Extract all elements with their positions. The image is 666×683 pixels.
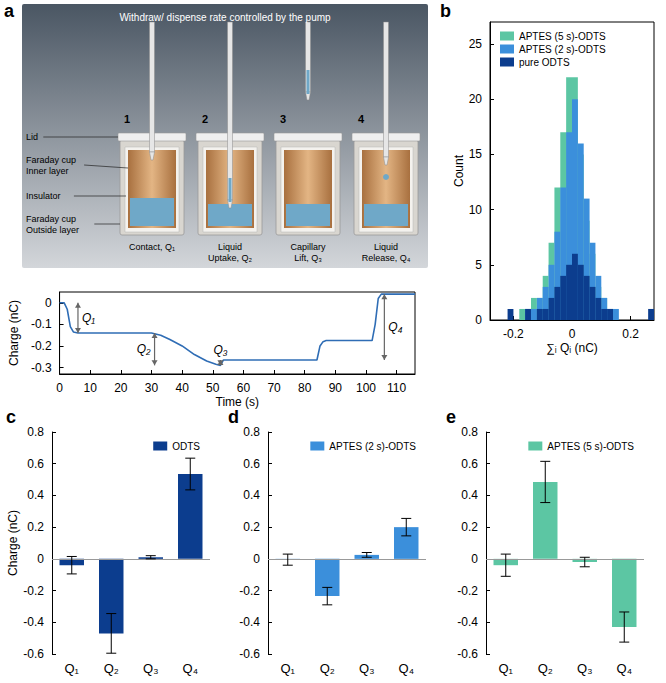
svg-text:Q₁: Q₁ <box>82 311 95 325</box>
svg-text:70: 70 <box>267 381 281 395</box>
svg-text:Liquid: Liquid <box>374 242 398 252</box>
svg-text:Q₃: Q₃ <box>213 343 227 357</box>
svg-text:0.2: 0.2 <box>243 520 260 534</box>
svg-text:-0.6: -0.6 <box>457 647 478 661</box>
svg-text:Charge (nC): Charge (nC) <box>7 300 21 366</box>
svg-text:0.6: 0.6 <box>461 457 478 471</box>
svg-text:80: 80 <box>298 381 312 395</box>
svg-text:15: 15 <box>469 147 483 161</box>
svg-text:APTES (2 s)-ODTS: APTES (2 s)-ODTS <box>329 441 416 452</box>
svg-text:Lid: Lid <box>26 132 38 142</box>
svg-text:100: 100 <box>356 381 376 395</box>
svg-text:Lift, Q₃: Lift, Q₃ <box>294 253 322 263</box>
svg-text:Q₄: Q₄ <box>617 661 632 676</box>
svg-text:4: 4 <box>358 113 365 125</box>
svg-text:-0.2: -0.2 <box>31 339 52 353</box>
svg-text:Withdraw/ dispense rate contro: Withdraw/ dispense rate controlled by th… <box>119 12 331 23</box>
svg-text:b: b <box>440 1 451 21</box>
svg-text:0: 0 <box>56 381 63 395</box>
svg-text:Q₁: Q₁ <box>65 661 80 676</box>
svg-text:Time (s): Time (s) <box>215 395 260 409</box>
svg-text:0.4: 0.4 <box>27 488 44 502</box>
svg-text:-0.4: -0.4 <box>239 615 260 629</box>
svg-text:Release, Q₄: Release, Q₄ <box>362 253 411 263</box>
svg-text:APTES (5 s)-ODTS: APTES (5 s)-ODTS <box>547 441 634 452</box>
svg-text:-0.2: -0.2 <box>503 327 524 341</box>
svg-text:110: 110 <box>387 381 406 395</box>
svg-text:0: 0 <box>569 327 576 341</box>
svg-text:0: 0 <box>471 552 478 566</box>
svg-text:c: c <box>6 407 16 427</box>
svg-text:e: e <box>446 407 456 427</box>
svg-text:0: 0 <box>253 552 260 566</box>
svg-text:50: 50 <box>206 381 220 395</box>
svg-text:20: 20 <box>114 381 128 395</box>
svg-text:Faraday cup: Faraday cup <box>26 214 76 224</box>
svg-text:90: 90 <box>329 381 343 395</box>
svg-text:0: 0 <box>45 296 52 310</box>
svg-text:3: 3 <box>280 113 286 125</box>
svg-text:Q₃: Q₃ <box>143 661 158 676</box>
svg-text:0.6: 0.6 <box>27 457 44 471</box>
svg-text:25: 25 <box>469 37 483 51</box>
svg-text:Q₂: Q₂ <box>104 661 119 676</box>
svg-text:Contact, Q₁: Contact, Q₁ <box>129 242 175 252</box>
svg-text:∑ᵢ Qᵢ (nC): ∑ᵢ Qᵢ (nC) <box>546 341 598 355</box>
svg-text:pure ODTS: pure ODTS <box>519 57 570 68</box>
svg-text:-0.3: -0.3 <box>31 361 52 375</box>
svg-text:Liquid: Liquid <box>218 242 242 252</box>
svg-text:0.2: 0.2 <box>461 520 478 534</box>
svg-text:Charge (nC): Charge (nC) <box>6 510 20 576</box>
svg-text:40: 40 <box>175 381 189 395</box>
svg-text:APTES (5 s)-ODTS: APTES (5 s)-ODTS <box>519 31 606 42</box>
svg-text:Inner layer: Inner layer <box>26 166 69 176</box>
svg-text:ODTS: ODTS <box>172 441 200 452</box>
svg-text:Faraday cup: Faraday cup <box>26 155 76 165</box>
svg-text:0.8: 0.8 <box>27 425 44 439</box>
svg-text:-0.6: -0.6 <box>239 647 260 661</box>
svg-text:10: 10 <box>469 203 483 217</box>
svg-text:30: 30 <box>145 381 159 395</box>
svg-text:0.8: 0.8 <box>243 425 260 439</box>
svg-text:-0.4: -0.4 <box>457 615 478 629</box>
svg-text:Q₃: Q₃ <box>577 661 592 676</box>
svg-text:-0.1: -0.1 <box>31 317 52 331</box>
svg-text:1: 1 <box>124 113 130 125</box>
svg-text:0.2: 0.2 <box>622 327 639 341</box>
svg-text:APTES (2 s)-ODTS: APTES (2 s)-ODTS <box>519 44 606 55</box>
svg-text:Q₂: Q₂ <box>538 661 553 676</box>
svg-text:20: 20 <box>469 92 483 106</box>
svg-text:-0.6: -0.6 <box>23 647 44 661</box>
svg-text:10: 10 <box>84 381 98 395</box>
svg-text:Q₁: Q₁ <box>499 661 514 676</box>
svg-text:-0.4: -0.4 <box>23 615 44 629</box>
svg-text:-0.2: -0.2 <box>457 584 478 598</box>
svg-text:Q₄: Q₄ <box>183 661 198 676</box>
svg-text:Capillary: Capillary <box>290 242 326 252</box>
svg-text:Q₃: Q₃ <box>359 661 374 676</box>
svg-text:0.4: 0.4 <box>243 488 260 502</box>
svg-text:Q₂: Q₂ <box>320 661 335 676</box>
svg-text:0.8: 0.8 <box>461 425 478 439</box>
svg-text:d: d <box>228 407 239 427</box>
svg-text:Q₂: Q₂ <box>137 342 151 356</box>
svg-text:2: 2 <box>202 113 208 125</box>
svg-text:60: 60 <box>237 381 251 395</box>
svg-text:0: 0 <box>37 552 44 566</box>
svg-text:-0.2: -0.2 <box>23 584 44 598</box>
svg-text:Q₁: Q₁ <box>281 661 296 676</box>
svg-text:Insulator: Insulator <box>26 191 61 201</box>
svg-text:Count: Count <box>452 154 466 187</box>
svg-text:a: a <box>4 1 15 21</box>
svg-text:0: 0 <box>475 313 482 327</box>
svg-text:0.6: 0.6 <box>243 457 260 471</box>
svg-text:-0.2: -0.2 <box>239 584 260 598</box>
svg-text:Outside layer: Outside layer <box>26 225 79 235</box>
svg-text:5: 5 <box>475 258 482 272</box>
svg-text:Uptake, Q₂: Uptake, Q₂ <box>208 253 253 263</box>
svg-text:0.2: 0.2 <box>27 520 44 534</box>
svg-text:Q₄: Q₄ <box>399 661 414 676</box>
svg-text:0.4: 0.4 <box>461 488 478 502</box>
svg-text:Q₄: Q₄ <box>388 320 402 334</box>
